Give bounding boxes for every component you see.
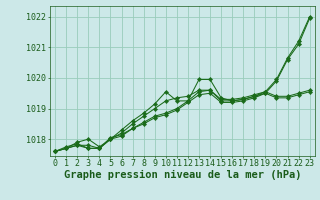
X-axis label: Graphe pression niveau de la mer (hPa): Graphe pression niveau de la mer (hPa)	[64, 170, 301, 180]
